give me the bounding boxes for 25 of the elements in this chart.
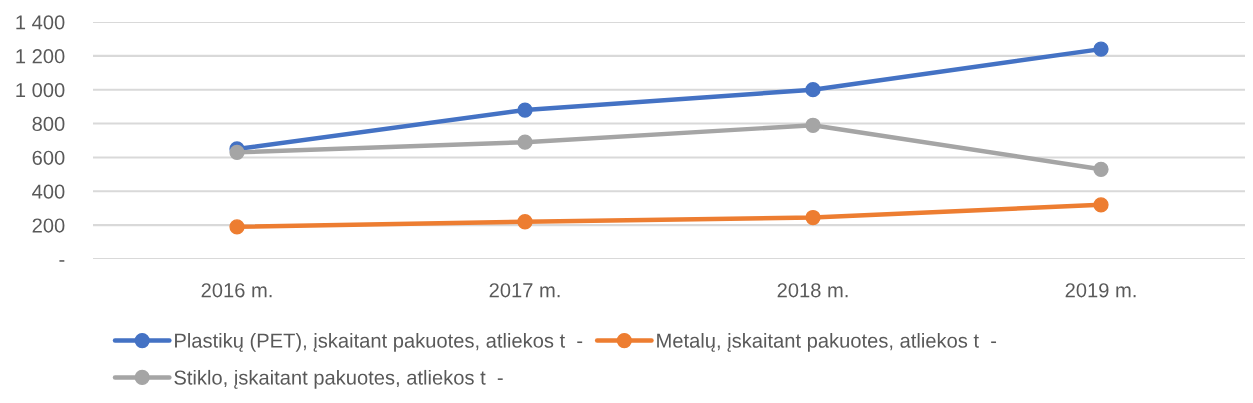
point [1093, 197, 1109, 213]
legend-label: Metalų, įskaitant pakuotes, atliekos t - [657, 333, 997, 352]
point [517, 102, 533, 118]
point [1093, 41, 1109, 57]
x-tick-label: 2016 m. [201, 283, 272, 298]
x-tick-label: 2017 m. [489, 283, 560, 298]
y-tick-label: 400 [32, 184, 65, 199]
y-tick-label: 1 200 [16, 49, 65, 64]
point [805, 82, 821, 98]
point [805, 209, 821, 226]
legend-label: Plastikų (PET), įskaitant pakuotes, atliekos t - [175, 333, 583, 352]
y-tick-label: 200 [32, 218, 65, 233]
point [517, 134, 533, 150]
y-tick-label: 800 [32, 116, 65, 132]
point [1093, 161, 1109, 177]
x-tick-label: 2019 m. [1065, 283, 1136, 298]
y-tick-label: 1 400 [16, 15, 65, 30]
point [805, 117, 821, 133]
point [229, 219, 245, 235]
point [517, 214, 533, 230]
y-tick-label: 1 000 [16, 82, 65, 98]
y-tick-label: 600 [32, 150, 65, 165]
legend-label: Stiklo, įskaitant pakuotes, atliekos t - [174, 369, 503, 389]
y-tick-label: - [59, 260, 65, 262]
x-tick-label: 2018 m. [777, 283, 848, 298]
